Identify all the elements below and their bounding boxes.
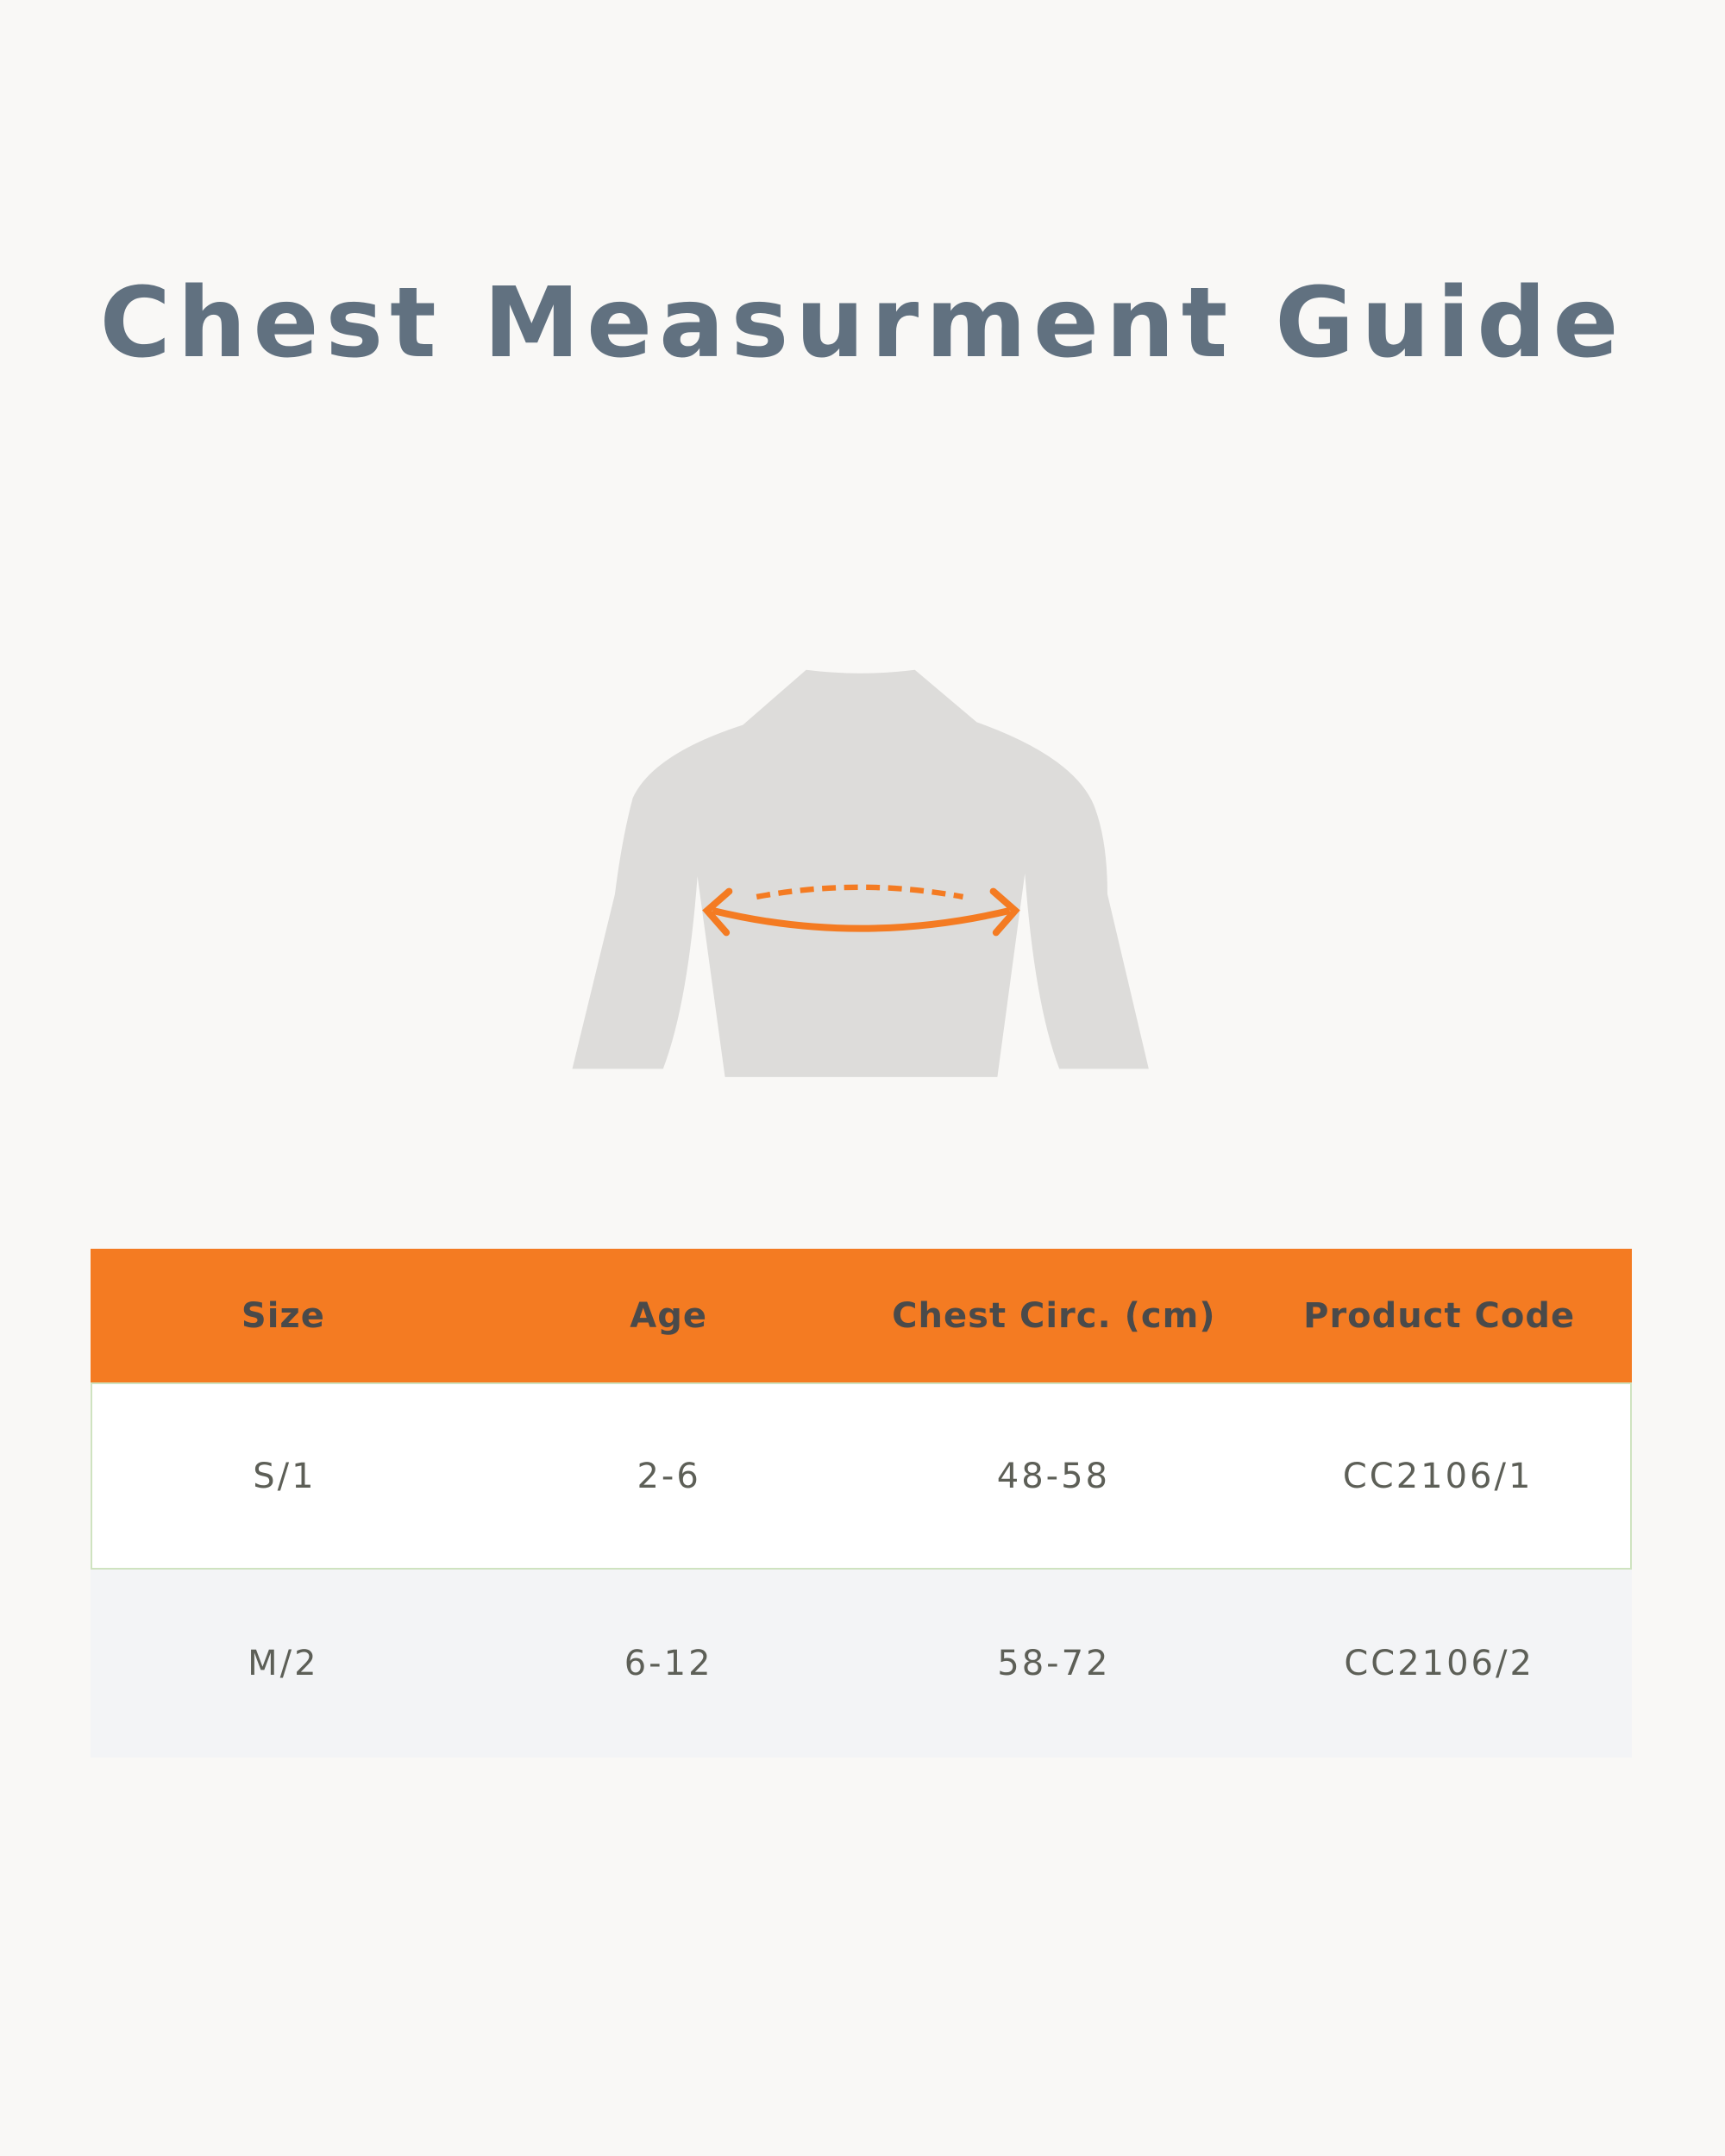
- title: Chest Measurment Guide: [99, 267, 1626, 379]
- column-header: Age: [630, 1295, 707, 1336]
- table-cell: 2-6: [637, 1456, 701, 1496]
- table-cell: CC2106/2: [1344, 1644, 1534, 1683]
- column-header: Size: [241, 1295, 325, 1336]
- measure-arrow: [712, 907, 1011, 932]
- arrowhead-right: [989, 887, 1020, 937]
- silhouette: [572, 669, 1149, 1077]
- table-cell: 58-72: [997, 1644, 1111, 1683]
- size-table: Size Age Chest Circ. (cm) Product Code S…: [91, 1249, 1632, 1758]
- table-cell: S/1: [253, 1456, 317, 1496]
- table-row: S/1 2-6 48-58 CC2106/1: [91, 1382, 1632, 1570]
- table-cell: CC2106/1: [1342, 1456, 1534, 1496]
- table-cell: M/2: [248, 1644, 319, 1683]
- column-header: Chest Circ. (cm): [892, 1295, 1216, 1336]
- column-header: Product Code: [1303, 1295, 1576, 1336]
- table-cell: 48-58: [996, 1456, 1110, 1496]
- table-row: M/2 6-12 58-72 CC2106/2: [91, 1570, 1632, 1758]
- table-cell: 6-12: [624, 1644, 713, 1683]
- measure-dashed: [756, 884, 964, 900]
- arrowhead-left: [702, 887, 733, 937]
- table-header: Size Age Chest Circ. (cm) Product Code: [91, 1249, 1632, 1382]
